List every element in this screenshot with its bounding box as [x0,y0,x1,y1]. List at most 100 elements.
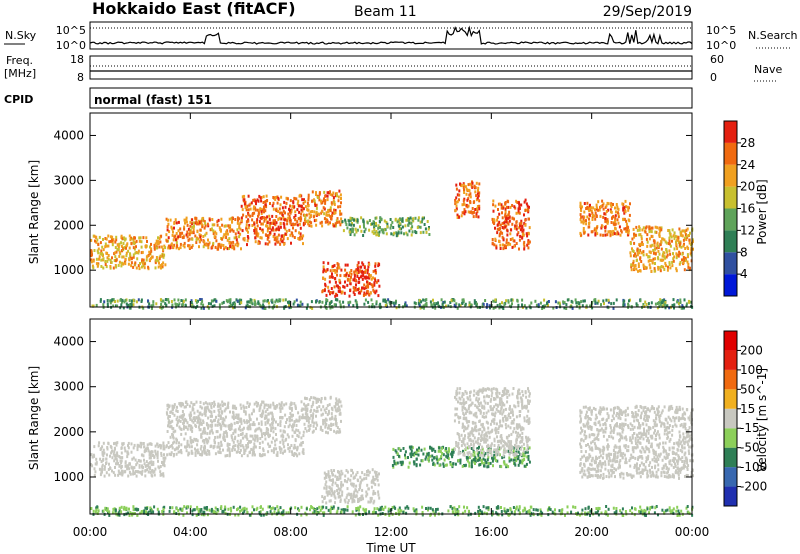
velocity-echo-cell [491,429,493,433]
velocity-echo-cell [296,448,299,452]
power-echo-cell [107,234,110,238]
velocity-echo-cell [203,450,206,453]
power-echo-cell [606,233,609,237]
velocity-echo-cell [467,424,470,428]
power-echo-cell [326,268,329,272]
power-echo-cell [636,251,639,255]
power-echo-cell [344,218,347,222]
power-echo-cell [523,247,526,251]
power-echo-cell [654,230,657,234]
velocity-echo-cell [143,445,146,449]
power-echo-cell [181,231,184,235]
velocity-echo-cell [204,406,207,410]
power-echo-cell [275,239,278,243]
velocity-echo-cell [154,449,157,453]
velocity-echo-cell [222,448,224,452]
power-echo-cell [188,237,191,241]
velocity-echo-cell [328,475,331,479]
power-echo-cell [235,235,238,239]
velocity-echo-cell [297,429,300,433]
velocity-echo-cell [461,395,464,399]
velocity-echo-cell [140,453,143,457]
power-echo-cell [474,186,477,190]
power-echo-cell [357,291,360,295]
velocity-echo-cell [252,409,255,413]
velocity-echo-cell [498,447,501,451]
velocity-echo-cell [260,422,263,426]
power-echo-cell [500,203,503,207]
power-echo-cell [575,304,578,308]
power-echo-cell [661,301,663,305]
velocity-echo-cell [298,417,301,421]
power-echo-cell [478,207,481,211]
velocity-echo-cell [521,390,524,394]
power-echo-cell [609,233,612,237]
power-echo-cell [688,234,690,237]
power-echo-cell [185,233,188,237]
velocity-echo-cell [312,424,315,428]
velocity-echo-cell [150,469,153,473]
velocity-echo-cell [311,403,314,407]
velocity-echo-cell [217,408,220,412]
power-echo-cell [614,214,617,218]
power-echo-cell [134,236,136,240]
power-echo-cell [253,205,255,209]
power-echo-cell [282,217,285,221]
velocity-echo-cell [295,418,298,422]
power-echo-cell [330,275,333,279]
power-echo-cell [659,302,662,306]
power-echo-cell [295,197,298,201]
power-echo-cell [153,247,156,251]
velocity-echo-cell [468,461,471,465]
power-echo-cell [646,240,649,244]
power-echo-cell [473,301,476,305]
power-echo-cell [566,298,569,302]
power-echo-cell [353,218,355,222]
velocity-echo-cell [509,404,511,408]
velocity-echo-cell [208,452,211,456]
velocity-echo-cell [190,428,193,432]
power-echo-cell [192,230,195,234]
power-echo-cell [505,216,508,220]
velocity-echo-cell [191,426,194,430]
power-echo-cell [205,243,208,247]
velocity-echo-cell [470,447,473,450]
power-echo-cell [188,232,191,236]
velocity-echo-cell [333,490,336,494]
velocity-echo-cell [150,451,153,455]
velocity-echo-cell [221,400,224,404]
power-echo-cell [526,234,529,238]
power-echo-cell [257,241,260,245]
velocity-echo-cell [188,445,191,449]
power-echo-cell [259,196,262,200]
power-echo-cell [583,215,586,219]
velocity-echo-cell [300,436,303,440]
power-echo-cell [258,302,261,306]
power-echo-cell [128,234,131,238]
power-echo-cell [586,201,589,205]
velocity-echo-cell [228,443,231,446]
power-echo-cell [406,233,409,237]
velocity-echo-cell [320,400,323,404]
power-echo-cell [175,241,178,245]
velocity-echo-cell [265,430,268,434]
velocity-echo-cell [222,433,225,437]
power-echo-cell [238,226,241,230]
velocity-echo-cell [521,458,524,462]
power-echo-cell [111,239,114,243]
power-echo-cell [590,230,593,234]
velocity-echo-cell [510,451,513,454]
power-echo-cell [633,241,636,245]
power-echo-cell [161,264,164,268]
velocity-echo-cell [322,405,325,409]
power-echo-cell [463,183,466,187]
power-echo-cell [374,262,377,266]
velocity-echo-cell [470,430,473,433]
power-echo-cell [579,201,582,205]
power-echo-cell [593,228,596,232]
velocity-echo-cell [343,479,346,482]
power-echo-cell [419,299,421,302]
power-echo-cell [681,234,684,238]
power-echo-cell [621,202,624,206]
velocity-echo-cell [339,400,342,404]
